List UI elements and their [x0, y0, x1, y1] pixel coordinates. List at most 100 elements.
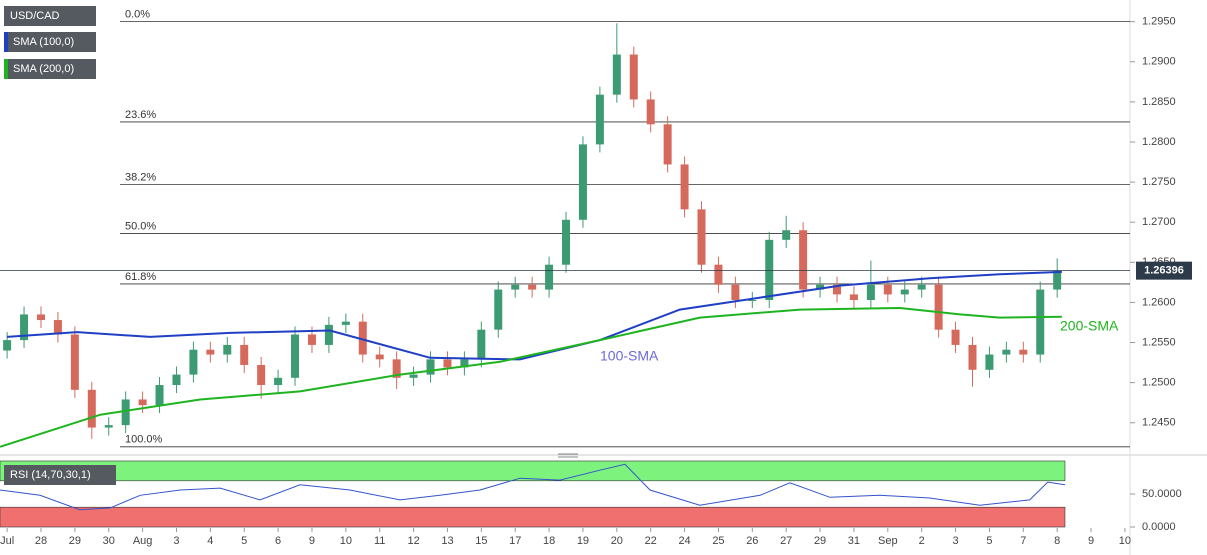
- sma-line: [0, 306, 1062, 448]
- y-tick-label: 1.2450: [1142, 417, 1176, 429]
- candle-body: [511, 284, 520, 290]
- candle-body: [53, 320, 62, 335]
- candle-body: [578, 144, 587, 220]
- candle-body: [206, 349, 215, 355]
- plot-layer: 1.24501.25001.25501.26001.26501.27001.27…: [0, 9, 1192, 547]
- candle-body: [240, 344, 249, 365]
- candle-body: [782, 230, 791, 240]
- sma-annotation: 100-SMA: [600, 348, 659, 364]
- candle-body: [3, 340, 12, 351]
- x-tick-label: 26: [746, 535, 758, 547]
- x-tick-label: 8: [1054, 535, 1060, 547]
- candle-body: [595, 94, 604, 145]
- x-tick-label: 5: [241, 535, 247, 547]
- candle-body: [324, 324, 333, 345]
- x-tick-label: 7: [1020, 535, 1026, 547]
- rsi-title: RSI (14,70,30,1): [10, 469, 91, 481]
- candle-body: [612, 54, 621, 95]
- legend-label: SMA (200,0): [13, 63, 74, 75]
- candle-body: [629, 54, 638, 100]
- fib-label: 0.0%: [125, 9, 150, 21]
- candle-body: [663, 124, 672, 165]
- fib-label: 50.0%: [125, 220, 156, 232]
- candle-body: [257, 364, 266, 386]
- fib-label: 23.6%: [125, 109, 156, 121]
- last-price-label: 1.26396: [1144, 265, 1184, 277]
- y-tick-label: 1.2850: [1142, 96, 1176, 108]
- candle-body: [477, 329, 486, 360]
- fib-label: 61.8%: [125, 271, 156, 283]
- candle-body: [138, 399, 147, 406]
- y-tick-label: 1.2600: [1142, 296, 1176, 308]
- candle-body: [36, 314, 45, 321]
- y-tick-label: 1.2900: [1142, 56, 1176, 68]
- symbol-box: [4, 6, 96, 26]
- candle-body: [849, 294, 858, 300]
- x-tick-label: 10: [1119, 535, 1131, 547]
- candle-body: [1036, 289, 1045, 355]
- y-tick-label: 1.2750: [1142, 176, 1176, 188]
- symbol-label: USD/CAD: [10, 10, 60, 22]
- candle-body: [172, 374, 181, 386]
- candle-body: [70, 334, 79, 390]
- x-tick-label: 9: [1088, 535, 1094, 547]
- x-tick-label: 11: [374, 535, 385, 547]
- candle-body: [934, 284, 943, 330]
- candle-body: [291, 334, 300, 378]
- x-tick-label: 15: [475, 535, 487, 547]
- candle-body: [1053, 270, 1062, 290]
- y-tick-label: 1.2700: [1142, 216, 1176, 228]
- last-price-box: [1136, 261, 1192, 280]
- candle-body: [731, 284, 740, 300]
- candle-body: [460, 359, 469, 368]
- candle-body: [87, 389, 96, 428]
- x-tick-label: Jul: [0, 535, 14, 547]
- fib-label: 100.0%: [125, 434, 163, 446]
- y-tick-label: 1.2800: [1142, 136, 1176, 148]
- y-tick-label: 1.2550: [1142, 336, 1176, 348]
- candle-body: [951, 329, 960, 345]
- fib-label: 38.2%: [125, 171, 156, 183]
- x-tick-label: 24: [678, 535, 690, 547]
- candle-body: [528, 284, 537, 290]
- legend-box: [4, 59, 96, 79]
- x-tick-label: 29: [814, 535, 826, 547]
- candle-body: [799, 230, 808, 290]
- candle-body: [443, 359, 452, 368]
- candle-body: [985, 354, 994, 370]
- y-tick-label: 1.2950: [1142, 16, 1176, 28]
- candle-body: [968, 344, 977, 370]
- x-tick-label: 3: [952, 535, 958, 547]
- overbought-band: [0, 460, 1066, 482]
- candle-body: [883, 284, 892, 295]
- candle-body: [494, 289, 503, 330]
- x-tick-label: 13: [441, 535, 453, 547]
- x-tick-label: Aug: [133, 535, 153, 547]
- x-tick-label: 28: [35, 535, 47, 547]
- candle-body: [426, 359, 435, 375]
- candle-body: [375, 354, 384, 360]
- candle-body: [816, 284, 825, 290]
- candle-body: [274, 377, 283, 386]
- candle-body: [341, 321, 350, 325]
- candle-body: [832, 284, 841, 295]
- candle-body: [409, 374, 418, 378]
- x-tick-label: 2: [919, 535, 925, 547]
- candle-body: [900, 289, 909, 295]
- legend-box: [4, 32, 96, 52]
- legend-swatch: [4, 32, 8, 52]
- x-tick-label: 3: [173, 535, 179, 547]
- x-tick-label: 25: [712, 535, 724, 547]
- x-tick-label: 6: [275, 535, 281, 547]
- candle-body: [866, 284, 875, 300]
- rsi-y-tick-label: 0.0000: [1142, 521, 1176, 533]
- legend-swatch: [4, 59, 8, 79]
- candle-body: [1002, 349, 1011, 355]
- candle-body: [545, 264, 554, 290]
- candle-body: [765, 239, 774, 300]
- x-tick-label: 10: [340, 535, 352, 547]
- candle-body: [189, 349, 198, 375]
- candle-body: [917, 284, 926, 290]
